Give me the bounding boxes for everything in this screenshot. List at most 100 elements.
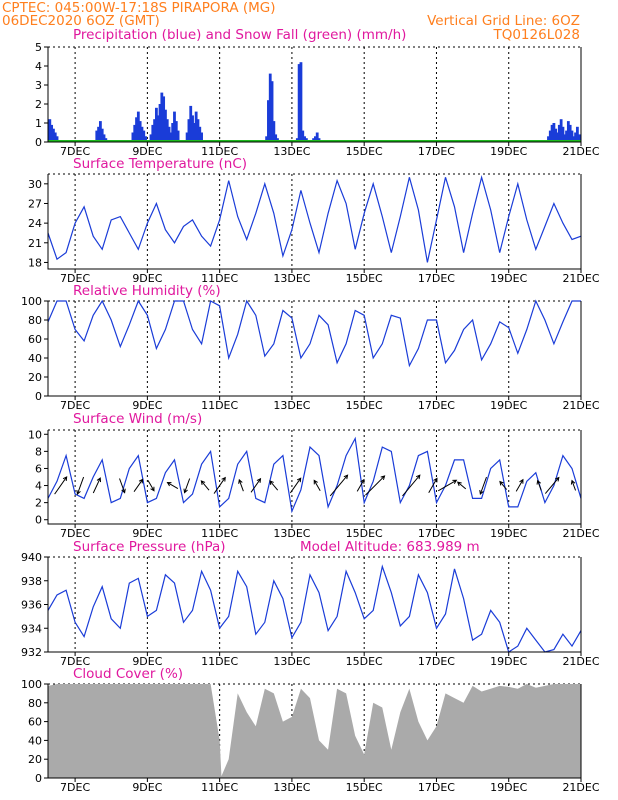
wind-arrow xyxy=(428,477,438,493)
x-tick-label: 17DEC xyxy=(418,527,455,540)
y-tick-label: 40 xyxy=(28,734,42,747)
wind-arrow xyxy=(437,479,458,492)
header-model-code: TQ0126L028 xyxy=(492,27,580,43)
y-tick-label: 2 xyxy=(35,98,42,111)
x-tick-label: 21DEC xyxy=(562,781,599,794)
x-tick-label: 17DEC xyxy=(418,272,455,285)
y-tick-label: 3 xyxy=(35,79,42,92)
y-tick-label: 100 xyxy=(21,678,42,691)
y-tick-label: 940 xyxy=(21,551,42,564)
x-tick-label: 7DEC xyxy=(60,781,90,794)
precip-bar xyxy=(568,124,572,142)
precip-bar xyxy=(274,134,278,142)
wind-arrow xyxy=(200,480,210,491)
x-tick-label: 13DEC xyxy=(273,272,310,285)
x-tick-label: 11DEC xyxy=(201,272,238,285)
x-tick-label: 19DEC xyxy=(490,272,527,285)
y-tick-label: 1 xyxy=(35,117,42,130)
precip-bar xyxy=(557,124,561,142)
model-altitude-label: Model Altitude: 683.989 m xyxy=(300,539,480,555)
x-tick-label: 21DEC xyxy=(562,145,599,158)
pressure-series xyxy=(47,564,582,653)
precip-bar xyxy=(136,111,140,142)
x-tick-label: 15DEC xyxy=(346,145,383,158)
x-tick-label: 15DEC xyxy=(346,655,383,668)
precip-bar xyxy=(270,81,274,142)
pressure-panel: Surface Pressure (hPa) Model Altitude: 6… xyxy=(21,539,600,668)
wind-arrow xyxy=(365,475,386,496)
x-tick-label: 9DEC xyxy=(132,145,162,158)
precip-bar xyxy=(165,119,169,142)
precip-bar xyxy=(158,104,162,142)
precip-bar xyxy=(131,132,135,142)
precip-bar xyxy=(140,126,144,142)
x-tick-label: 9DEC xyxy=(132,655,162,668)
panel-frame xyxy=(47,301,582,397)
x-tick-label: 11DEC xyxy=(201,527,238,540)
panel-frame xyxy=(47,47,582,143)
precip-bar xyxy=(138,121,142,142)
precip-bar xyxy=(149,134,153,142)
precip-bar xyxy=(153,119,156,142)
wind-arrow xyxy=(289,477,302,494)
precip-bar xyxy=(142,130,146,142)
wind-arrow xyxy=(183,478,191,494)
precip-bar xyxy=(98,121,102,142)
precip-bar xyxy=(100,128,104,142)
precip-bar xyxy=(200,132,203,142)
y-tick-label: 60 xyxy=(28,333,42,346)
y-tick-label: 60 xyxy=(28,716,42,729)
y-tick-label: 80 xyxy=(28,697,42,710)
x-tick-label: 21DEC xyxy=(562,399,599,412)
y-tick-label: 0 xyxy=(35,390,42,403)
humidity-panel: Relative Humidity (%) 0 20 40 60 80 100 7DEC 9D… xyxy=(21,283,600,412)
wind-arrow xyxy=(479,476,487,495)
precip-bar xyxy=(102,134,106,142)
x-tick-label: 7DEC xyxy=(60,272,90,285)
x-tick-label: 15DEC xyxy=(346,527,383,540)
precip-bar xyxy=(189,105,193,142)
precip-bar xyxy=(194,111,198,142)
x-tick-label: 13DEC xyxy=(273,655,310,668)
temperature-panel: Surface Temperature (nC) 18 21 24 27 30 7DEC 9… xyxy=(28,156,600,285)
wind-arrow xyxy=(213,476,226,494)
precip-bar xyxy=(156,115,160,142)
y-tick-label: 2 xyxy=(35,497,42,510)
y-tick-label: 938 xyxy=(21,575,42,588)
wind-arrow xyxy=(402,474,421,497)
pressure-title: Surface Pressure (hPa) xyxy=(73,539,226,555)
x-tick-label: 7DEC xyxy=(60,655,90,668)
x-tick-label: 7DEC xyxy=(60,145,90,158)
x-tick-label: 15DEC xyxy=(346,781,383,794)
y-tick-label: 20 xyxy=(28,371,42,384)
x-tick-label: 9DEC xyxy=(132,272,162,285)
precip-bar xyxy=(167,126,171,142)
y-tick-label: 5 xyxy=(35,41,42,54)
y-tick-label: 0 xyxy=(35,136,42,149)
y-tick-label: 936 xyxy=(21,599,42,612)
panel-frame xyxy=(47,430,582,525)
precip-bar xyxy=(563,134,567,142)
precip-bar xyxy=(297,64,301,142)
precip-bar xyxy=(559,119,563,142)
y-tick-label: 27 xyxy=(28,197,42,210)
wind-series xyxy=(47,436,582,514)
wind-arrow xyxy=(119,478,126,494)
precip-bar xyxy=(198,126,202,142)
wind-arrow xyxy=(269,480,279,491)
x-tick-label: 11DEC xyxy=(201,781,238,794)
x-tick-label: 21DEC xyxy=(562,655,599,668)
precip-bar xyxy=(547,136,550,142)
x-tick-label: 19DEC xyxy=(490,145,527,158)
wind-arrow xyxy=(515,478,524,492)
wind-arrow xyxy=(133,478,144,492)
precipitation-panel: Precipitation (blue) and Snow Fall (gree… xyxy=(35,27,600,158)
x-tick-label: 7DEC xyxy=(60,527,90,540)
y-tick-label: 40 xyxy=(28,352,42,365)
wind-arrow xyxy=(166,482,179,489)
precip-bar xyxy=(50,124,54,142)
y-tick-label: 932 xyxy=(21,646,42,659)
y-tick-label: 0 xyxy=(35,772,42,785)
precip-bar xyxy=(95,130,99,142)
